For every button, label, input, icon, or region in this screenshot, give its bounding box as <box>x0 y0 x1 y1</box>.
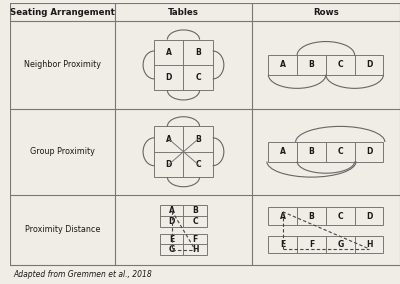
Text: E: E <box>169 235 174 244</box>
Text: C: C <box>338 212 343 221</box>
Text: H: H <box>366 240 372 249</box>
Text: G: G <box>169 245 175 254</box>
Text: A: A <box>280 60 286 70</box>
Text: A: A <box>166 135 172 144</box>
Bar <box>160 205 207 227</box>
Text: D: D <box>166 73 172 82</box>
Text: A: A <box>280 147 286 156</box>
Text: D: D <box>168 217 175 226</box>
Text: B: B <box>309 147 314 156</box>
Text: Proximity Distance: Proximity Distance <box>25 225 100 234</box>
Text: Rows: Rows <box>313 8 339 17</box>
Text: E: E <box>280 240 285 249</box>
Text: Adapted from Gremmen et al., 2018: Adapted from Gremmen et al., 2018 <box>14 270 152 279</box>
Text: D: D <box>166 160 172 169</box>
Bar <box>268 207 384 225</box>
Text: B: B <box>192 206 198 215</box>
Text: F: F <box>192 235 198 244</box>
Text: C: C <box>192 217 198 226</box>
Bar <box>154 126 213 177</box>
Bar <box>154 39 213 90</box>
Text: G: G <box>337 240 343 249</box>
Text: A: A <box>280 212 286 221</box>
Text: B: B <box>309 212 314 221</box>
Text: B: B <box>195 135 201 144</box>
Text: D: D <box>366 60 372 70</box>
Text: C: C <box>338 60 343 70</box>
Text: Neighbor Proximity: Neighbor Proximity <box>24 60 101 70</box>
Text: A: A <box>166 48 172 57</box>
Text: H: H <box>192 245 198 254</box>
Bar <box>268 142 384 162</box>
Text: C: C <box>195 73 201 82</box>
Text: A: A <box>169 206 175 215</box>
Text: C: C <box>195 160 201 169</box>
Text: D: D <box>366 212 372 221</box>
Bar <box>268 55 384 75</box>
Text: D: D <box>366 147 372 156</box>
Bar <box>268 236 384 253</box>
Text: C: C <box>338 147 343 156</box>
Text: Seating Arrangement: Seating Arrangement <box>10 8 115 17</box>
Text: Tables: Tables <box>168 8 199 17</box>
Text: F: F <box>309 240 314 249</box>
Text: B: B <box>195 48 201 57</box>
Text: Group Proximity: Group Proximity <box>30 147 95 156</box>
Bar <box>160 234 207 255</box>
Text: B: B <box>309 60 314 70</box>
